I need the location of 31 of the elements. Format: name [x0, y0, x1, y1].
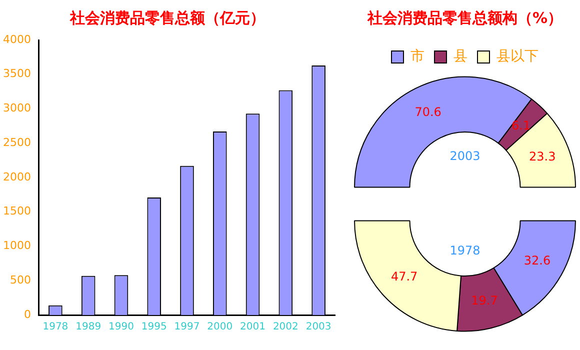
legend-label: 县 — [454, 48, 468, 65]
data-label: 19.7 — [471, 293, 498, 308]
x-tick-label: 2002 — [272, 322, 298, 333]
slice-label: 2003 — [450, 148, 480, 163]
x-tick-label: 2003 — [306, 322, 332, 333]
x-tick-label: 1978 — [42, 322, 68, 333]
y-tick-label: 2500 — [2, 136, 31, 149]
legend-label: 县以下 — [496, 48, 538, 65]
y-tick-label: 4000 — [2, 32, 31, 46]
slice-label: 1978 — [450, 243, 480, 258]
data-label: 6.1 — [512, 118, 531, 132]
y-tick-label: 3500 — [2, 67, 31, 80]
data-label: 47.7 — [390, 269, 418, 284]
data-label: 70.6 — [414, 105, 442, 120]
x-tick-label: 1995 — [141, 322, 167, 333]
legend-label: 市 — [410, 48, 424, 65]
x-tick-label: 1989 — [76, 322, 102, 333]
y-tick-label: 500 — [10, 273, 31, 286]
chart-title: 社会消费品零售总额构（%） — [366, 8, 563, 27]
x-tick-label: 2001 — [240, 322, 266, 333]
y-tick-label: 0 — [24, 308, 31, 321]
data-label: 23.3 — [529, 150, 556, 164]
y-tick-label: 1000 — [2, 239, 31, 252]
y-tick-label: 1500 — [2, 204, 31, 218]
x-tick-label: 1997 — [174, 322, 200, 333]
y-tick-label: 2000 — [2, 170, 31, 184]
x-tick-label: 1990 — [108, 322, 134, 333]
x-tick-label: 2000 — [207, 322, 233, 333]
y-tick-label: 3000 — [2, 102, 31, 115]
data-label: 32.6 — [524, 253, 551, 268]
chart-title: 社会消费品零售总额（亿元） — [69, 8, 265, 27]
